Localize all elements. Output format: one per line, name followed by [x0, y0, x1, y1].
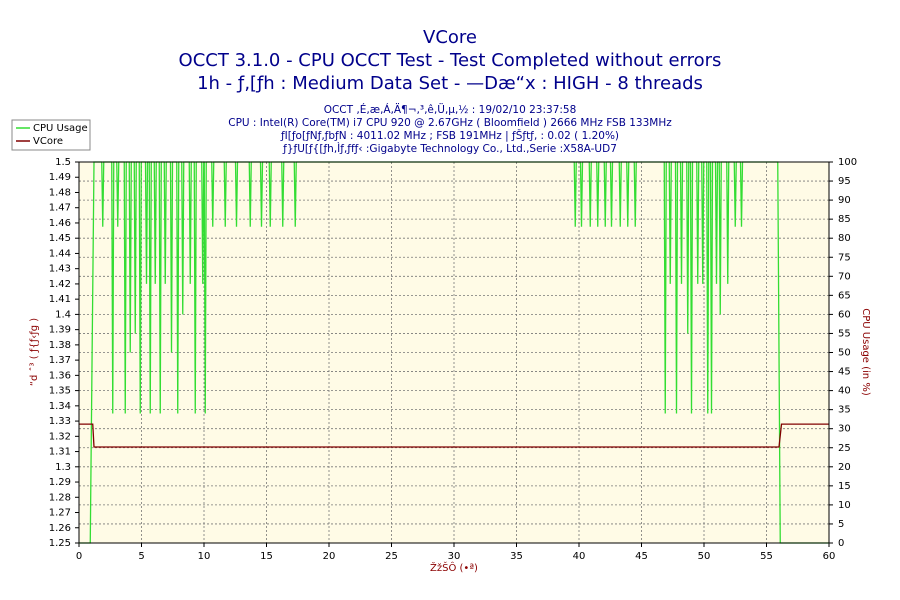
legend — [11, 119, 91, 151]
y2-tick-label: 30 — [838, 424, 851, 435]
y-tick-label: 1.38 — [49, 340, 71, 351]
y2-tick-label: 25 — [838, 443, 851, 454]
y2-tick-label: 50 — [838, 348, 851, 359]
y-tick-label: 1.26 — [49, 523, 71, 534]
y-tick-label: 1.3 — [55, 462, 71, 473]
y2-tick-label: 85 — [838, 214, 851, 225]
x-tick-label: 15 — [260, 551, 273, 562]
y-tick-label: 1.39 — [49, 325, 71, 336]
plot-border — [78, 161, 830, 544]
y-axis-label: “d ˆ³ ( ƒ{ƒ‹ƒg ) — [28, 318, 40, 386]
y2-tick-label: 10 — [838, 500, 851, 511]
y2-tick-label: 65 — [838, 290, 851, 301]
y2-axis-label: CPU Usage (in %) — [860, 308, 871, 396]
y2-tick-label: 90 — [838, 195, 851, 206]
y-tick-label: 1.41 — [49, 294, 71, 305]
y-tick-label: 1.43 — [49, 264, 71, 275]
x-tick-label: 55 — [760, 551, 773, 562]
x-tick-label: 5 — [138, 551, 144, 562]
y2-tick-label: 40 — [838, 386, 851, 397]
y2-tick-label: 0 — [838, 538, 844, 549]
y2-tick-label: 100 — [838, 157, 857, 168]
y2-tick-label: 75 — [838, 252, 851, 263]
y-tick-label: 1.34 — [49, 401, 71, 412]
y-tick-label: 1.48 — [49, 187, 71, 198]
y2-tick-label: 35 — [838, 405, 851, 416]
y-tick-label: 1.49 — [49, 172, 71, 183]
y-tick-label: 1.5 — [55, 157, 71, 168]
y-tick-label: 1.25 — [49, 538, 71, 549]
info-line: CPU : Intel(R) Core(TM) i7 CPU 920 @ 2.6… — [228, 117, 672, 129]
x-tick-label: 45 — [635, 551, 648, 562]
info-line: OCCT ‚É‚æ‚Á‚Ä¶¬‚³‚ê‚Ü‚µ‚½ : 19/02/10 23:… — [324, 103, 577, 116]
chart-title: VCore — [423, 27, 477, 48]
x-tick-label: 0 — [76, 551, 82, 562]
y-tick-label: 1.45 — [49, 233, 71, 244]
subtitle: 1h - ƒ‚[ƒh : Medium Data Set - —Dæ“x : H… — [197, 73, 703, 94]
info-line: ƒI[ƒo[ƒNƒ‚ƒbƒN : 4011.02 MHz ; FSB 191MH… — [280, 129, 619, 142]
y2-tick-label: 95 — [838, 176, 851, 187]
series-line — [79, 423, 829, 448]
y2-tick-label: 80 — [838, 233, 851, 244]
y-tick-label: 1.31 — [49, 447, 71, 458]
x-tick-label: 25 — [385, 551, 398, 562]
x-tick-label: 30 — [448, 551, 461, 562]
y2-tick-label: 70 — [838, 271, 851, 282]
x-tick-label: 60 — [823, 551, 836, 562]
subtitle: OCCT 3.1.0 - CPU OCCT Test - Test Comple… — [179, 50, 722, 71]
y2-tick-label: 15 — [838, 481, 851, 492]
x-tick-label: 10 — [198, 551, 211, 562]
y-tick-label: 1.42 — [49, 279, 71, 290]
x-tick-label: 35 — [510, 551, 523, 562]
y-tick-label: 1.29 — [49, 477, 71, 488]
y2-tick-label: 60 — [838, 309, 851, 320]
legend-label: VCore — [33, 136, 63, 147]
y-tick-label: 1.46 — [49, 218, 71, 229]
y-tick-label: 1.4 — [55, 309, 71, 320]
y-tick-label: 1.44 — [49, 248, 71, 259]
y-tick-label: 1.28 — [49, 492, 71, 503]
y-tick-label: 1.33 — [49, 416, 71, 427]
y-tick-label: 1.32 — [49, 431, 71, 442]
y2-tick-label: 55 — [838, 328, 851, 339]
legend-label: CPU Usage — [33, 123, 88, 134]
y2-tick-label: 45 — [838, 367, 851, 378]
x-tick-label: 20 — [323, 551, 336, 562]
y-tick-label: 1.47 — [49, 203, 71, 214]
x-tick-label: 40 — [573, 551, 586, 562]
y2-tick-label: 20 — [838, 462, 851, 473]
y2-tick-label: 5 — [838, 519, 844, 530]
y-tick-label: 1.37 — [49, 355, 71, 366]
x-axis-label: ŽžŠÔ (•ª) — [430, 561, 478, 574]
y-tick-label: 1.27 — [49, 508, 71, 519]
y-tick-label: 1.35 — [49, 386, 71, 397]
x-tick-label: 50 — [698, 551, 711, 562]
info-line: ƒ}ƒU[ƒ{[ƒh‚Ìƒ‚ƒfƒ‹ :Gigabyte Technology … — [282, 142, 617, 155]
y-tick-label: 1.36 — [49, 370, 71, 381]
